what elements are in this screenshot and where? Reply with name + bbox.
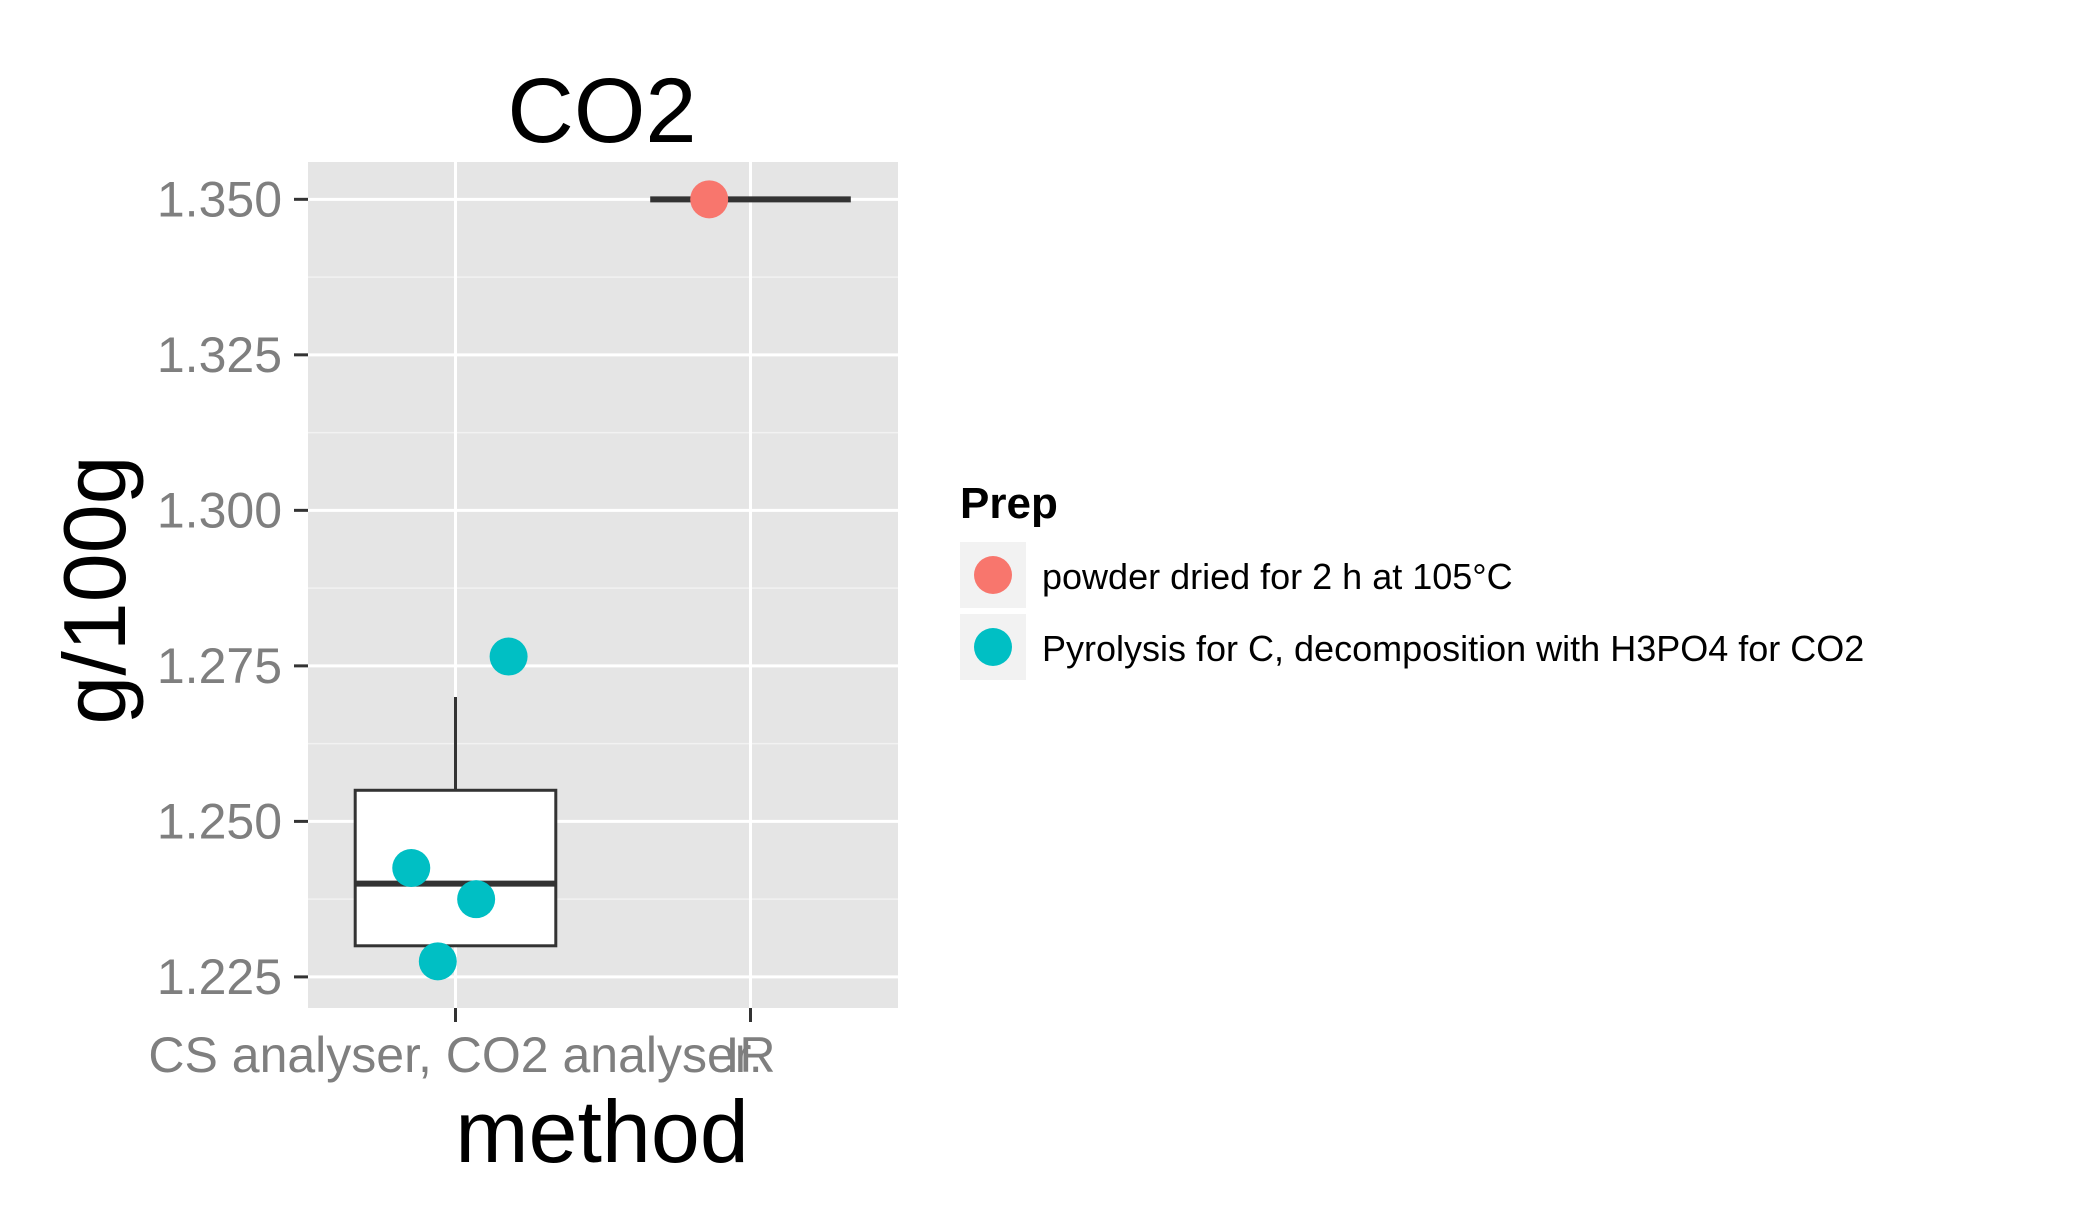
y-axis: 1.225 1.250 1.275 1.300 1.325 1.350 bbox=[157, 171, 308, 1005]
legend-key-point bbox=[974, 556, 1012, 594]
x-tick-label: IR bbox=[726, 1027, 776, 1083]
data-point bbox=[392, 849, 431, 888]
legend-key-point bbox=[974, 628, 1012, 666]
y-tick-label: 1.325 bbox=[157, 327, 282, 383]
plot-panel bbox=[308, 162, 898, 1008]
legend-entry-label: powder dried for 2 h at 105°C bbox=[1042, 556, 1513, 597]
y-axis-title: g/100g bbox=[45, 455, 144, 724]
x-tick-label: CS analyser, CO2 analyser. bbox=[148, 1027, 762, 1083]
boxplot bbox=[353, 696, 558, 948]
x-axis-title: method bbox=[455, 1082, 749, 1181]
y-tick-label: 1.225 bbox=[157, 949, 282, 1005]
data-point bbox=[457, 880, 496, 919]
data-point bbox=[418, 942, 457, 981]
chart-title: CO2 bbox=[507, 60, 696, 162]
y-tick-label: 1.250 bbox=[157, 793, 282, 849]
legend-entry-label: Pyrolysis for C, decomposition with H3PO… bbox=[1042, 628, 1864, 669]
legend: Prep powder dried for 2 h at 105°C Pyroly… bbox=[960, 479, 1864, 680]
y-tick-label: 1.300 bbox=[157, 482, 282, 538]
y-tick-label: 1.275 bbox=[157, 638, 282, 694]
y-tick-label: 1.350 bbox=[157, 171, 282, 227]
data-point bbox=[690, 180, 729, 219]
boxplot-box bbox=[353, 788, 558, 948]
legend-title: Prep bbox=[960, 479, 1058, 528]
x-axis: CS analyser, CO2 analyser.IR bbox=[148, 1008, 776, 1083]
data-point bbox=[489, 637, 528, 676]
